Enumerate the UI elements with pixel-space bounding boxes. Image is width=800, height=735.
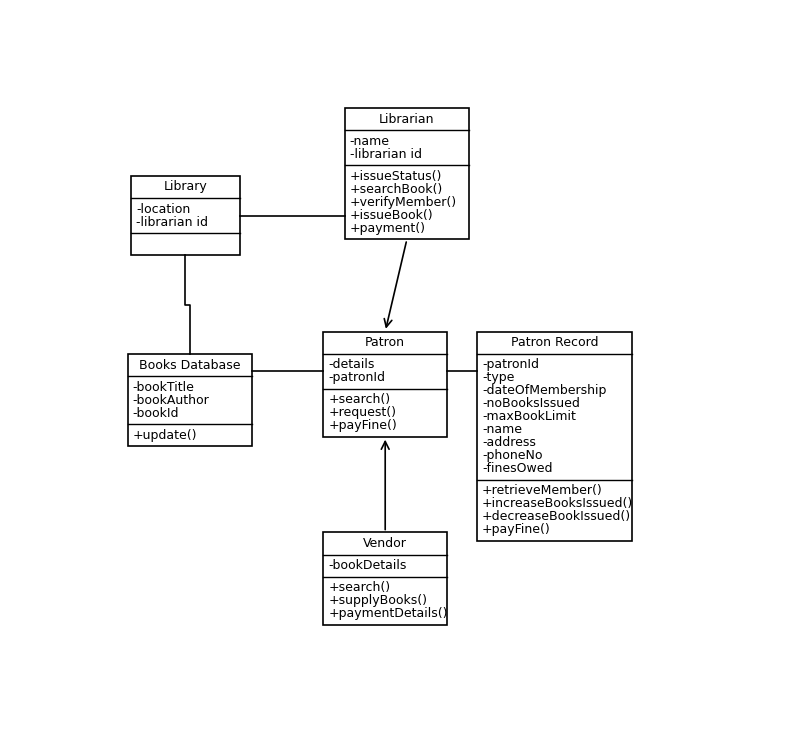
Text: -details: -details bbox=[328, 358, 374, 371]
Text: -noBooksIssued: -noBooksIssued bbox=[482, 397, 580, 410]
Text: Vendor: Vendor bbox=[363, 537, 407, 550]
Text: +payFine(): +payFine() bbox=[328, 419, 397, 432]
Text: +search(): +search() bbox=[328, 393, 390, 406]
Text: +payment(): +payment() bbox=[350, 222, 426, 234]
Text: Library: Library bbox=[163, 181, 207, 193]
Text: -bookId: -bookId bbox=[133, 407, 179, 420]
Text: +supplyBooks(): +supplyBooks() bbox=[328, 594, 427, 607]
Text: +search(): +search() bbox=[328, 581, 390, 594]
Text: -address: -address bbox=[482, 437, 536, 449]
Text: -phoneNo: -phoneNo bbox=[482, 449, 542, 462]
Text: +retrieveMember(): +retrieveMember() bbox=[482, 484, 602, 498]
Text: -type: -type bbox=[482, 371, 514, 384]
Text: -bookTitle: -bookTitle bbox=[133, 381, 194, 394]
Text: -patronId: -patronId bbox=[328, 371, 385, 384]
Text: -location: -location bbox=[136, 203, 190, 215]
Bar bbox=[128, 354, 252, 446]
Bar bbox=[323, 331, 447, 437]
Text: -patronId: -patronId bbox=[482, 358, 539, 371]
Text: Patron: Patron bbox=[365, 336, 405, 349]
Text: +verifyMember(): +verifyMember() bbox=[350, 196, 457, 209]
Bar bbox=[345, 108, 469, 240]
Text: +issueBook(): +issueBook() bbox=[350, 209, 434, 222]
Text: +increaseBooksIssued(): +increaseBooksIssued() bbox=[482, 498, 633, 510]
Text: -librarian id: -librarian id bbox=[350, 148, 422, 161]
Bar bbox=[323, 532, 447, 625]
Text: +decreaseBookIssued(): +decreaseBookIssued() bbox=[482, 510, 631, 523]
Bar bbox=[477, 331, 632, 541]
Text: +payFine(): +payFine() bbox=[482, 523, 550, 537]
Text: +update(): +update() bbox=[133, 429, 198, 442]
Text: -maxBookLimit: -maxBookLimit bbox=[482, 410, 576, 423]
Text: -bookDetails: -bookDetails bbox=[328, 559, 406, 572]
Text: Librarian: Librarian bbox=[379, 112, 434, 126]
Text: -finesOwed: -finesOwed bbox=[482, 462, 553, 476]
Text: Books Database: Books Database bbox=[139, 359, 241, 372]
Text: +issueStatus(): +issueStatus() bbox=[350, 170, 442, 183]
Text: +paymentDetails(): +paymentDetails() bbox=[328, 607, 448, 620]
Text: Patron Record: Patron Record bbox=[510, 336, 598, 349]
Text: -librarian id: -librarian id bbox=[136, 215, 208, 229]
Text: -bookAuthor: -bookAuthor bbox=[133, 394, 210, 406]
Text: +request(): +request() bbox=[328, 406, 396, 419]
Text: -dateOfMembership: -dateOfMembership bbox=[482, 384, 606, 397]
Bar bbox=[131, 176, 239, 255]
Text: +searchBook(): +searchBook() bbox=[350, 183, 443, 196]
Text: -name: -name bbox=[482, 423, 522, 437]
Text: -name: -name bbox=[350, 135, 390, 148]
